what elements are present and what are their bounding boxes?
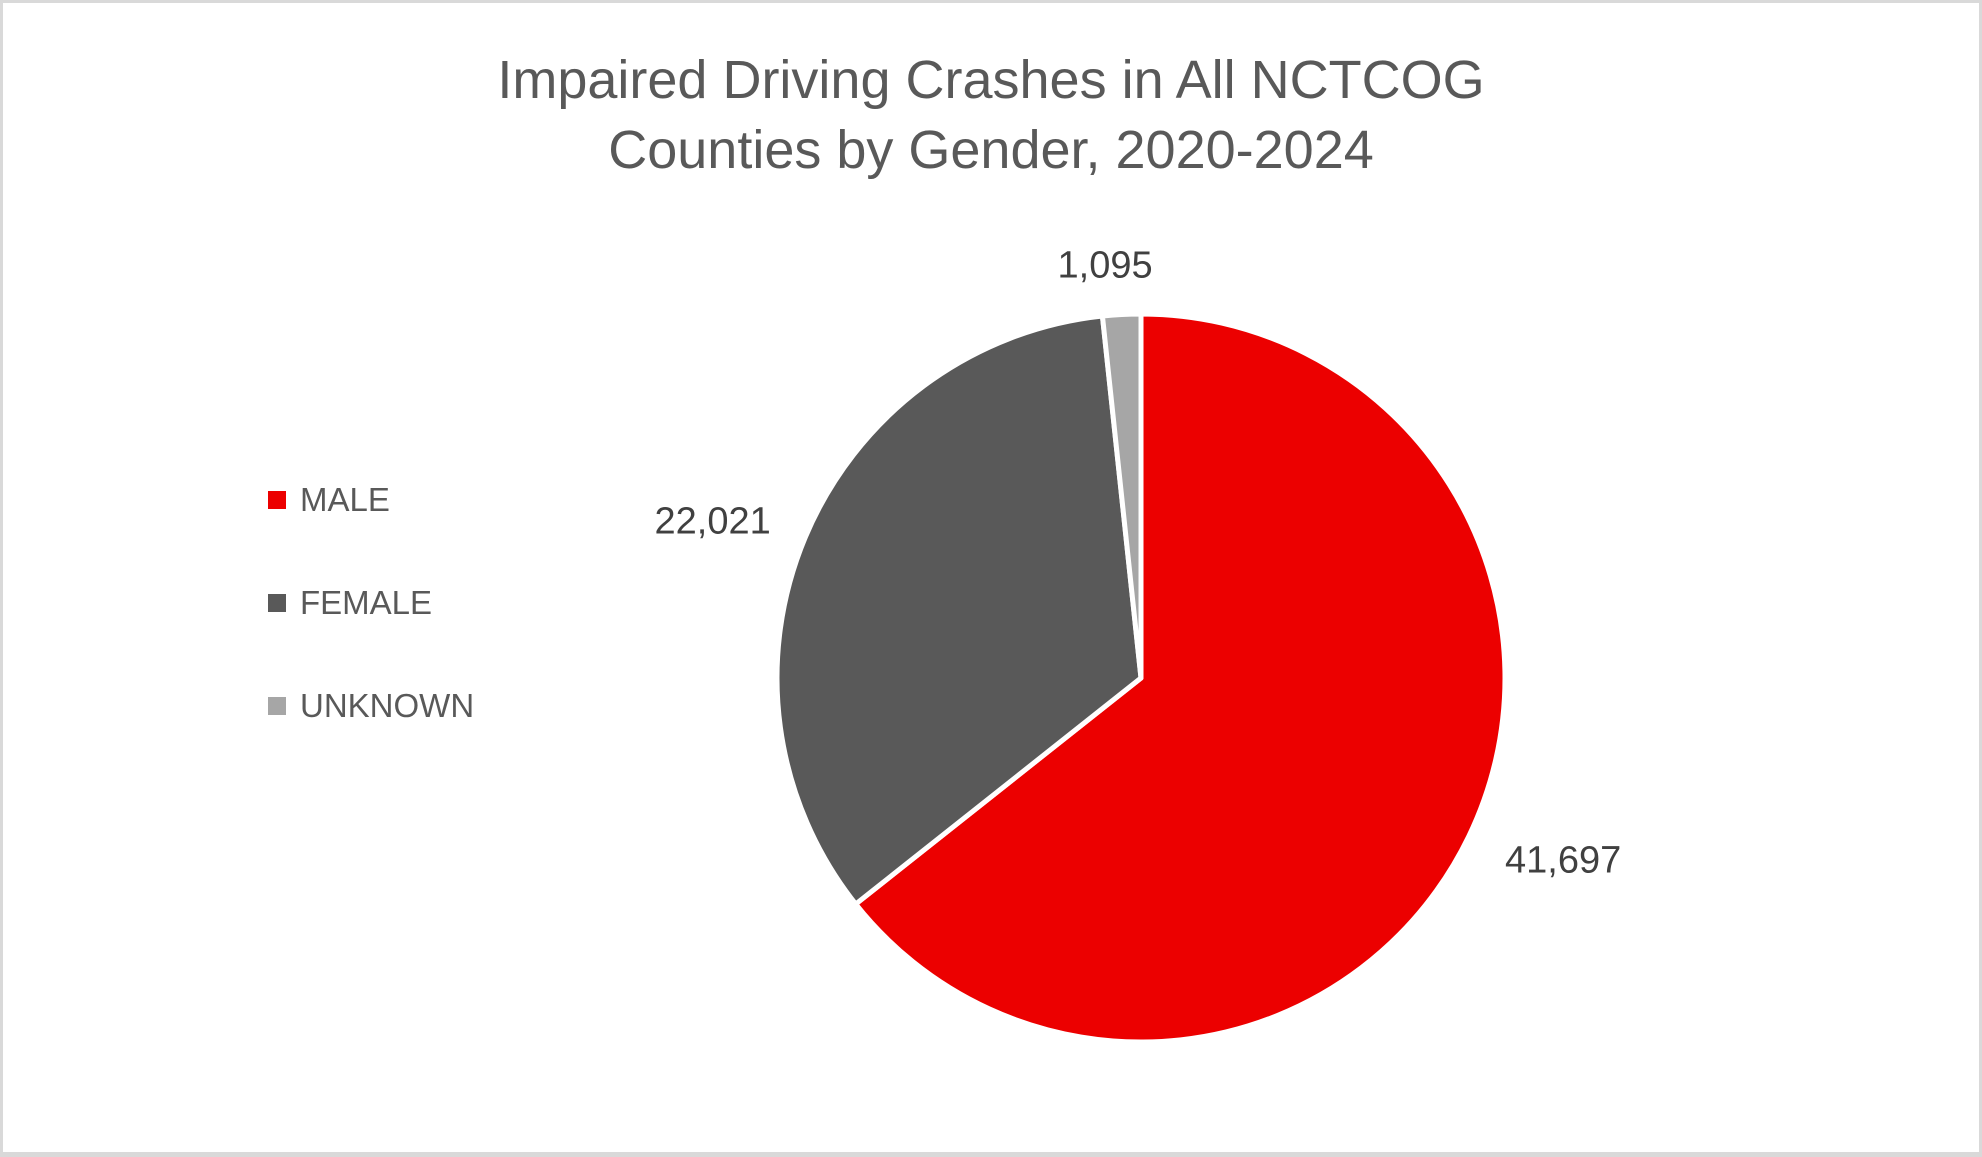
chart-title-line1: Impaired Driving Crashes in All NCTCOG bbox=[497, 50, 1485, 110]
pie-slice-male bbox=[853, 311, 1508, 1045]
legend-swatch-male-icon bbox=[268, 491, 286, 509]
pie-chart bbox=[774, 311, 1508, 1045]
legend-label-female: FEMALE bbox=[300, 584, 433, 621]
legend-item-male: MALE bbox=[268, 481, 474, 518]
legend-swatch-unknown-icon bbox=[268, 697, 286, 715]
chart-title-line2: Counties by Gender, 2020-2024 bbox=[608, 120, 1374, 180]
pie-slice-female bbox=[774, 313, 1144, 907]
legend-label-male: MALE bbox=[300, 481, 390, 518]
legend-swatch-female-icon bbox=[268, 594, 286, 612]
data-label-unknown: 1,095 bbox=[1057, 244, 1153, 287]
legend-label-unknown: UNKNOWN bbox=[300, 687, 475, 724]
legend: MALE FEMALE UNKNOWN bbox=[268, 481, 475, 792]
chart-title: Impaired Driving Crashes in All NCTCOG C… bbox=[3, 45, 1979, 185]
data-label-female: 22,021 bbox=[654, 500, 771, 543]
legend-item-female: FEMALE bbox=[268, 584, 474, 621]
pie-slice-unknown bbox=[1099, 311, 1144, 681]
legend-item-unknown: UNKNOWN bbox=[268, 687, 475, 724]
data-label-male: 41,697 bbox=[1505, 839, 1622, 882]
